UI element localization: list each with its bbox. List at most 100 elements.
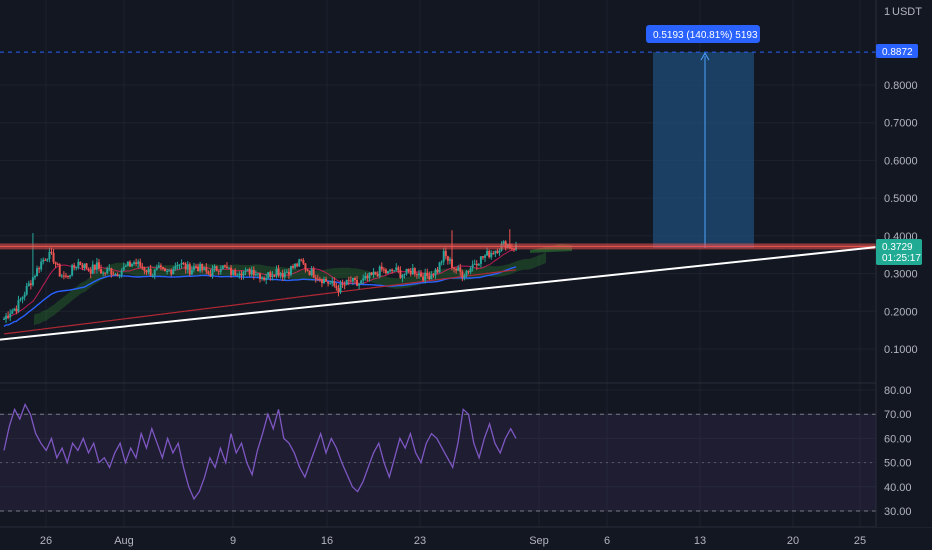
candle-body bbox=[44, 259, 47, 261]
candle-body bbox=[192, 266, 195, 270]
candle-body bbox=[430, 274, 433, 280]
candle-body bbox=[135, 262, 138, 265]
candle-body bbox=[60, 275, 63, 277]
candle-body bbox=[238, 273, 241, 276]
rsi-tick-label: 40.00 bbox=[884, 482, 912, 494]
candle-body bbox=[31, 277, 34, 286]
candle-body bbox=[353, 277, 356, 280]
candle-body bbox=[434, 269, 437, 276]
candle-body bbox=[147, 268, 150, 273]
candle-body bbox=[114, 274, 117, 276]
candle-body bbox=[46, 258, 49, 261]
candle-body bbox=[420, 273, 423, 277]
candle-body bbox=[242, 271, 245, 276]
candle-body bbox=[380, 266, 383, 270]
candle-body bbox=[151, 275, 154, 277]
candle-body bbox=[273, 275, 276, 277]
candle-body bbox=[116, 274, 119, 277]
candle-body bbox=[463, 275, 466, 278]
ma-red-line bbox=[3, 269, 517, 335]
candle-body bbox=[145, 270, 148, 273]
candle-body bbox=[358, 283, 361, 286]
candle-body bbox=[161, 267, 164, 269]
candle-body bbox=[422, 276, 425, 281]
candle-body bbox=[155, 267, 158, 270]
candle-body bbox=[292, 266, 295, 268]
candle-body bbox=[95, 262, 98, 270]
candle-body bbox=[287, 271, 290, 275]
candle-body bbox=[360, 280, 363, 284]
candle-body bbox=[395, 267, 398, 271]
candle-body bbox=[166, 270, 169, 272]
candle-body bbox=[188, 264, 191, 275]
candle-body bbox=[128, 261, 131, 267]
candlestick-series bbox=[3, 229, 517, 323]
candle-body bbox=[149, 268, 152, 276]
candle-body bbox=[345, 279, 348, 285]
candle-body bbox=[201, 263, 204, 271]
x-tick-label: 13 bbox=[694, 535, 706, 547]
candle-body bbox=[457, 267, 460, 271]
candle-body bbox=[56, 264, 59, 266]
candle-body bbox=[459, 267, 462, 272]
rsi-tick-label: 50.00 bbox=[884, 458, 912, 470]
candle-body bbox=[492, 253, 495, 255]
candle-body bbox=[69, 275, 72, 277]
candle-body bbox=[108, 268, 111, 270]
drawn-lines[interactable] bbox=[0, 243, 877, 341]
candle-body bbox=[180, 263, 183, 265]
candle-body bbox=[409, 270, 412, 275]
candle-body bbox=[337, 288, 340, 293]
candle-body bbox=[250, 269, 253, 275]
candle-body bbox=[467, 271, 470, 273]
candle-body bbox=[296, 263, 299, 267]
candle-body bbox=[261, 277, 264, 279]
candle-body bbox=[362, 278, 365, 281]
x-tick-label: 26 bbox=[40, 535, 52, 547]
candle-body bbox=[120, 270, 123, 276]
x-tick-label: Sep bbox=[529, 535, 549, 547]
candle-body bbox=[236, 275, 239, 277]
support-trendline[interactable] bbox=[0, 246, 877, 341]
candle-body bbox=[490, 253, 493, 258]
measure-tool[interactable] bbox=[0, 51, 876, 248]
top-tick-label: 1 bbox=[884, 6, 890, 18]
candle-body bbox=[106, 268, 109, 274]
currency-label: USDT bbox=[892, 6, 922, 18]
candle-body bbox=[126, 261, 129, 266]
candle-body bbox=[219, 269, 222, 272]
price-axis-ticks: 0.10000.20000.30000.40000.50000.60000.70… bbox=[884, 80, 918, 356]
candle-body bbox=[124, 265, 127, 267]
candle-body bbox=[267, 272, 270, 279]
cloud-area bbox=[34, 252, 546, 326]
candle-body bbox=[244, 270, 247, 272]
candle-body bbox=[75, 267, 78, 269]
candle-body bbox=[172, 268, 175, 275]
target-price-tag: 0.8872 bbox=[876, 44, 918, 58]
candle-body bbox=[38, 268, 41, 270]
candle-body bbox=[221, 265, 224, 270]
candle-body bbox=[426, 273, 429, 276]
candle-body bbox=[199, 263, 202, 272]
x-tick-label: 6 bbox=[604, 535, 610, 547]
candle-body bbox=[77, 261, 80, 268]
target-price-label: 0.8872 bbox=[882, 47, 913, 58]
candle-body bbox=[36, 268, 39, 277]
candle-body bbox=[424, 273, 427, 281]
candle-body bbox=[230, 267, 233, 275]
candle-body bbox=[102, 272, 105, 274]
candle-body bbox=[302, 260, 305, 264]
rsi-tick-label: 60.00 bbox=[884, 433, 912, 445]
candle-body bbox=[413, 268, 416, 275]
candle-body bbox=[184, 263, 187, 270]
candle-body bbox=[79, 261, 82, 266]
candle-body bbox=[67, 275, 69, 277]
candle-body bbox=[19, 299, 22, 301]
candle-body bbox=[323, 278, 325, 284]
measure-label-box[interactable]: 0.5193 (140.81%) 5193 bbox=[646, 25, 760, 43]
y-tick-label: 0.1000 bbox=[884, 344, 918, 356]
candle-body bbox=[3, 318, 5, 320]
candle-body bbox=[275, 268, 278, 276]
